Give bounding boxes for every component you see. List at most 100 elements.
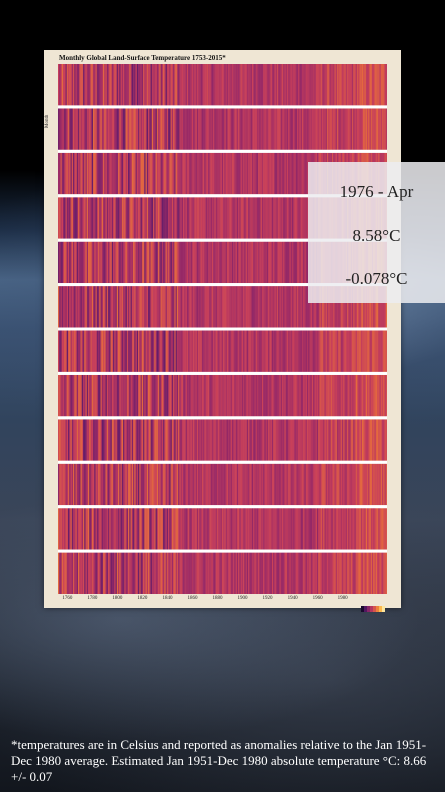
heatmap-cell[interactable] — [234, 108, 236, 150]
heatmap-cell[interactable] — [88, 330, 90, 372]
heatmap-cell[interactable] — [279, 463, 281, 506]
heatmap-cell[interactable] — [125, 286, 128, 328]
heatmap-cell[interactable] — [253, 374, 255, 417]
heatmap-cell[interactable] — [150, 463, 153, 506]
heatmap-cell[interactable] — [66, 463, 69, 506]
heatmap-cell[interactable] — [211, 197, 214, 239]
heatmap-cell[interactable] — [108, 286, 110, 328]
heatmap-cell[interactable] — [230, 374, 233, 417]
heatmap-cell[interactable] — [304, 286, 306, 328]
heatmap-cell[interactable] — [368, 552, 370, 594]
heatmap-cell[interactable] — [170, 419, 173, 461]
heatmap-cell[interactable] — [250, 152, 253, 195]
heatmap-cell[interactable] — [226, 152, 229, 195]
heatmap-cell[interactable] — [290, 241, 293, 284]
heatmap-cell[interactable] — [59, 241, 61, 284]
heatmap-cell[interactable] — [298, 508, 300, 550]
heatmap-cell[interactable] — [248, 241, 250, 284]
heatmap-cell[interactable] — [136, 197, 139, 239]
heatmap-cell[interactable] — [190, 108, 193, 150]
heatmap-cell[interactable] — [143, 374, 145, 417]
heatmap-cell[interactable] — [123, 508, 125, 550]
heatmap-cell[interactable] — [161, 508, 164, 550]
heatmap-cell[interactable] — [384, 374, 387, 417]
heatmap-cell[interactable] — [299, 374, 301, 417]
heatmap-cell[interactable] — [74, 419, 76, 461]
heatmap-cell[interactable] — [183, 241, 185, 284]
heatmap-cell[interactable] — [251, 108, 254, 150]
heatmap-cell[interactable] — [71, 197, 74, 239]
heatmap-cell[interactable] — [215, 152, 218, 195]
heatmap-cell[interactable] — [365, 552, 368, 594]
heatmap-cell[interactable] — [195, 64, 198, 106]
heatmap-cell[interactable] — [70, 152, 73, 195]
heatmap-cell[interactable] — [320, 64, 323, 106]
heatmap-cell[interactable] — [239, 374, 241, 417]
heatmap-cell[interactable] — [199, 552, 201, 594]
heatmap-cell[interactable] — [236, 419, 239, 461]
heatmap-cell[interactable] — [383, 330, 385, 372]
heatmap-cell[interactable] — [163, 419, 165, 461]
heatmap-cell[interactable] — [170, 64, 173, 106]
heatmap-cell[interactable] — [139, 152, 141, 195]
heatmap-cell[interactable] — [134, 374, 136, 417]
heatmap-cell[interactable] — [135, 419, 138, 461]
heatmap-cell[interactable] — [86, 241, 89, 284]
heatmap-cell[interactable] — [334, 463, 337, 506]
heatmap-cell[interactable] — [145, 330, 148, 372]
heatmap-cell[interactable] — [139, 197, 141, 239]
heatmap-cell[interactable] — [243, 374, 245, 417]
heatmap-cell[interactable] — [351, 330, 354, 372]
heatmap-cell[interactable] — [123, 419, 125, 461]
heatmap-cell[interactable] — [179, 108, 181, 150]
heatmap-cell[interactable] — [193, 241, 195, 284]
heatmap-cell[interactable] — [294, 64, 296, 106]
heatmap-cell[interactable] — [121, 286, 124, 328]
heatmap-cell[interactable] — [341, 64, 344, 106]
heatmap-cell[interactable] — [350, 463, 353, 506]
heatmap-cell[interactable] — [211, 108, 214, 150]
heatmap-cell[interactable] — [233, 152, 235, 195]
heatmap-cell[interactable] — [79, 552, 81, 594]
heatmap-cell[interactable] — [196, 463, 199, 506]
heatmap-cell[interactable] — [128, 552, 130, 594]
heatmap-cell[interactable] — [303, 508, 305, 550]
heatmap-cell[interactable] — [333, 64, 335, 106]
heatmap-cell[interactable] — [335, 286, 338, 328]
heatmap-cell[interactable] — [104, 286, 106, 328]
heatmap-cell[interactable] — [333, 463, 335, 506]
heatmap-cell[interactable] — [88, 286, 90, 328]
heatmap-cell[interactable] — [108, 508, 110, 550]
heatmap-cell[interactable] — [290, 152, 293, 195]
heatmap-cell[interactable] — [139, 286, 141, 328]
heatmap-cell[interactable] — [105, 552, 108, 594]
heatmap-cell[interactable] — [336, 330, 339, 372]
heatmap-cell[interactable] — [213, 419, 215, 461]
heatmap-cell[interactable] — [173, 552, 175, 594]
heatmap-cell[interactable] — [134, 241, 136, 284]
heatmap-cell[interactable] — [289, 241, 291, 284]
heatmap-cell[interactable] — [120, 286, 123, 328]
heatmap-cell[interactable] — [78, 64, 80, 106]
heatmap-cell[interactable] — [334, 286, 337, 328]
heatmap-cell[interactable] — [139, 463, 141, 506]
heatmap-cell[interactable] — [219, 108, 221, 150]
heatmap-cell[interactable] — [311, 374, 314, 417]
heatmap-cell[interactable] — [175, 552, 178, 594]
heatmap-cell[interactable] — [160, 419, 163, 461]
heatmap-cell[interactable] — [78, 152, 80, 195]
heatmap-cell[interactable] — [140, 463, 143, 506]
heatmap-cell[interactable] — [180, 330, 183, 372]
heatmap-cell[interactable] — [74, 330, 76, 372]
heatmap-cell[interactable] — [199, 64, 201, 106]
heatmap-cell[interactable] — [310, 64, 313, 106]
heatmap-cell[interactable] — [90, 330, 93, 372]
heatmap-cell[interactable] — [366, 463, 369, 506]
heatmap-cell[interactable] — [240, 552, 243, 594]
heatmap-cell[interactable] — [228, 197, 230, 239]
heatmap-cell[interactable] — [283, 64, 285, 106]
heatmap-cell[interactable] — [168, 152, 170, 195]
heatmap-cell[interactable] — [225, 286, 228, 328]
heatmap-cell[interactable] — [63, 286, 65, 328]
heatmap-cell[interactable] — [150, 241, 153, 284]
